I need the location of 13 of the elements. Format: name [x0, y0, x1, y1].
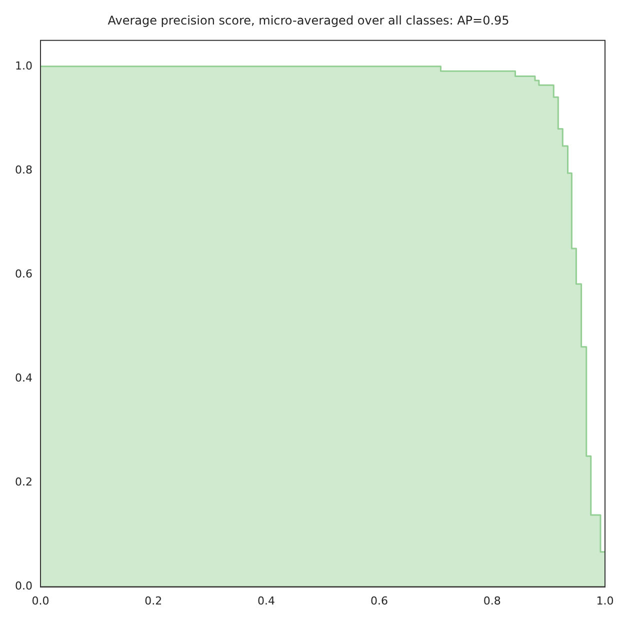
x-tick-label: 0.8 — [483, 594, 501, 608]
x-tick-label: 0.4 — [258, 594, 276, 608]
y-tick-label: 0.2 — [14, 476, 32, 489]
y-tick-label: 0.8 — [14, 163, 32, 176]
y-tick-label: 1.0 — [14, 59, 32, 72]
y-tick-label: 0.6 — [14, 267, 32, 280]
x-tick-label: 1.0 — [596, 594, 614, 608]
y-tick-label: 0.0 — [14, 580, 32, 593]
x-tick-label: 0.2 — [144, 594, 162, 608]
x-tick-label: 0.6 — [370, 594, 388, 608]
y-tick-label: 0.4 — [14, 372, 32, 385]
chart-title: Average precision score, micro-averaged over all classes: AP=0.95 — [108, 13, 510, 28]
x-tick-label: 0.0 — [32, 594, 50, 608]
